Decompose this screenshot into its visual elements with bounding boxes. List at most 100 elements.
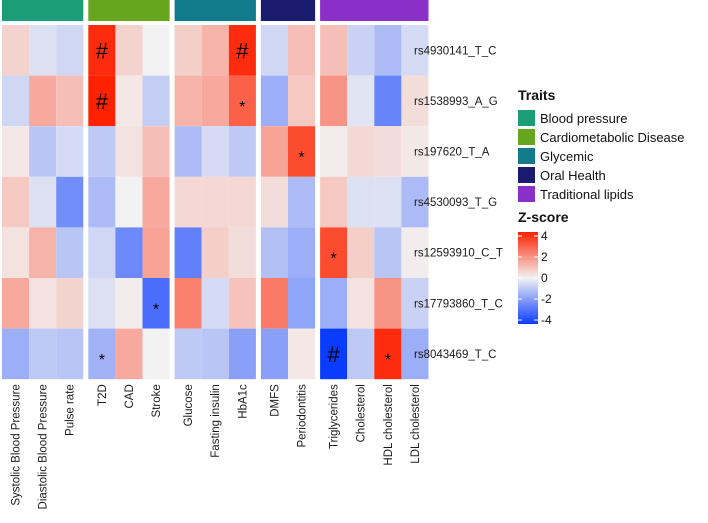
legend-label: Glycemic [540,149,594,164]
heatmap-cell [29,75,57,127]
heatmap-cell [228,278,256,329]
row-label: rs12593910_C_T [414,248,503,260]
column-label: Pulse rate [65,384,77,436]
heatmap-cell [115,25,143,76]
legend-swatch-cardiometabolic-disease [518,129,535,145]
column-label: LDL cholesterol [410,384,422,463]
heatmap-cell [2,176,30,228]
heatmap-cell [320,126,348,177]
zscore-legend-title: Z-score [518,209,569,225]
traits-legend: Traits Blood pressure Cardiometabolic Dis… [518,87,685,202]
row-label: rs4930141_T_C [414,45,496,57]
zscore-ticks: 4 2 0 -2 -4 [518,229,552,327]
heatmap-cell [401,227,429,278]
zscore-tick-label: 2 [541,250,548,264]
heatmap-cell [347,328,375,380]
heatmap-cell [142,328,170,380]
heatmap-cell [2,227,30,278]
heatmap-cell [288,227,316,278]
heatmap-cell [88,278,116,329]
asterisk-mark: * [331,251,337,268]
heatmap-cell [56,227,84,278]
heatmap-cell [2,75,30,127]
column-labels: Systolic Blood Pressure Diastolic Blood P… [11,384,422,510]
zscore-tick-label: 0 [541,271,548,285]
heatmap-cell [174,176,202,228]
legend-swatch-traditional-lipids [518,186,535,202]
heatmap-cell [29,227,57,278]
group-bar-oral-health [260,0,316,21]
legend-label: Blood pressure [540,111,627,126]
legend-label: Oral Health [540,168,606,183]
hash-mark: # [96,38,109,63]
heatmap-cell [201,328,229,380]
heatmap-cell [347,126,375,177]
group-bar-glycemic [174,0,256,21]
traits-legend-entries: Blood pressure Cardiometabolic Disease Gly… [518,110,685,202]
zscore-tick-label: 4 [541,229,548,243]
heatmap-cell [115,278,143,329]
heatmap-cell [29,126,57,177]
heatmap-cell [88,176,116,228]
heatmap-cell [374,227,402,278]
heatmap-cell [201,126,229,177]
row-label: rs17793860_T_C [414,298,503,310]
heatmap-cell [260,278,288,329]
zscore-tick-label: -2 [541,292,552,306]
heatmap-cell [374,328,402,380]
heatmap-cell [201,176,229,228]
row-labels: rs4930141_T_C rs1538993_A_G rs197620_T_Ars… [414,45,503,361]
column-label: Stroke [151,384,163,417]
significance-marks: # # # * * * * * # * [96,38,391,369]
row-label: rs4530093_T_G [414,197,497,209]
heatmap-cell [142,176,170,228]
heatmap-cell [2,126,30,177]
traits-legend-title: Traits [518,87,556,103]
row-label: rs1538993_A_G [414,96,498,108]
column-label: Systolic Blood Pressure [11,384,23,505]
legend-swatch-blood-pressure [518,110,535,126]
heatmap-cell [288,278,316,329]
heatmap-cell [56,176,84,228]
heatmap-cell [374,25,402,76]
heatmap-cell [174,25,202,76]
heatmap-cell [260,126,288,177]
heatmap-cell [174,278,202,329]
heatmap-cell [201,75,229,127]
zscore-colorbar [518,232,538,324]
heatmap-cell [260,75,288,127]
heatmap-cells [2,25,429,380]
heatmap-cell [174,227,202,278]
heatmap-cell [88,25,116,76]
column-label: Triglycerides [329,384,341,449]
heatmap-cell [228,227,256,278]
asterisk-mark: * [153,301,159,318]
column-label: HbA1c [237,384,249,419]
row-label: rs8043469_T_C [414,349,496,361]
heatmap-cell [228,176,256,228]
heatmap-cell [56,75,84,127]
heatmap-cell [347,227,375,278]
row-label: rs197620_T_A [414,147,490,159]
heatmap-cell [142,75,170,127]
heatmap-cell [228,25,256,76]
heatmap-cell [347,75,375,127]
column-label: Glucose [183,384,195,426]
heatmap-cell [115,328,143,380]
heatmap-cell [29,25,57,76]
heatmap-cell [374,176,402,228]
column-label: Periodontitis [297,384,309,448]
heatmap-cell [2,25,30,76]
group-bar-blood-pressure [2,0,84,21]
asterisk-mark: * [239,99,245,116]
column-label: DMFS [269,384,281,417]
legend-swatch-oral-health [518,167,535,183]
heatmap-cell [228,126,256,177]
heatmap-cell [347,278,375,329]
heatmap-cell [115,227,143,278]
heatmap-cell [115,126,143,177]
heatmap-cell [288,328,316,380]
heatmap-cell [401,176,429,228]
heatmap-cell [374,126,402,177]
